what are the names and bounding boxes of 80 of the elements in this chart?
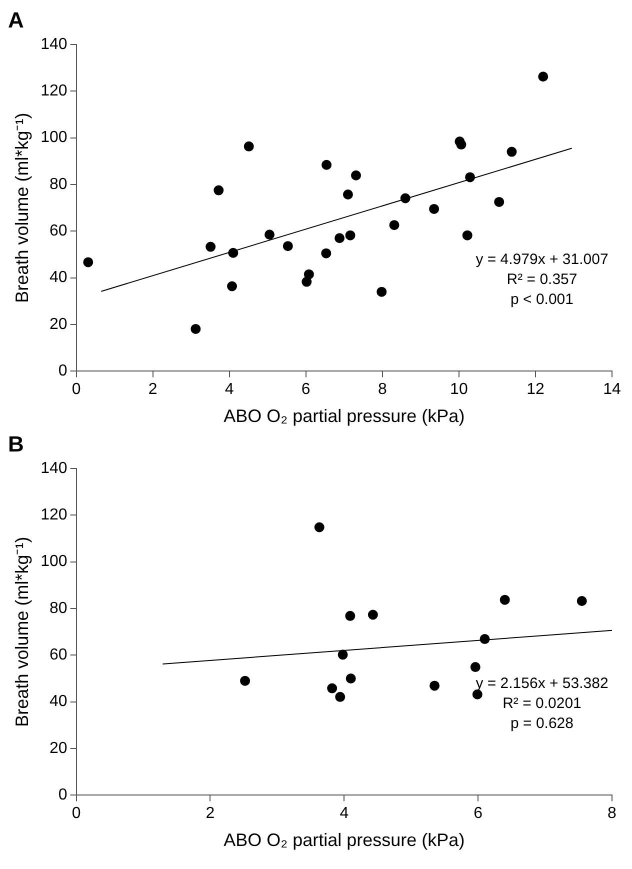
x-tick-label: 6 (301, 381, 310, 398)
y-tick-label: 0 (58, 786, 68, 804)
annotation: y = 4.979x + 31.007 (476, 251, 608, 268)
point (335, 692, 346, 702)
x-tick-label: 4 (340, 805, 349, 822)
y-tick-label: 80 (50, 600, 68, 617)
x-axis-title: ABO O₂ partial pressure (kPa) (224, 830, 465, 850)
x-tick-label: 14 (603, 381, 621, 398)
point (282, 241, 293, 252)
y-tick-label: 20 (50, 740, 68, 757)
x-tick-label: 10 (450, 381, 468, 398)
y-tick-label: 140 (40, 36, 68, 53)
point (327, 683, 338, 694)
y-tick-label: 140 (40, 460, 68, 477)
point (206, 242, 216, 252)
point (465, 172, 476, 182)
x-tick-label: 4 (224, 381, 234, 398)
y-tick-label: 120 (40, 506, 68, 524)
x-tick-label: 12 (526, 381, 544, 398)
point (462, 230, 472, 240)
y-tick-label: 60 (50, 222, 68, 240)
point (338, 650, 348, 660)
y-tick-label: 80 (50, 176, 68, 193)
y-axis-title: Breath volume (ml*kg⁻¹) (12, 536, 32, 727)
point (227, 281, 238, 292)
point (214, 185, 224, 196)
x-tick-label: 0 (72, 805, 81, 822)
x-tick-label: 8 (378, 381, 387, 398)
annotation: p = 0.628 (510, 715, 574, 732)
point (334, 233, 345, 244)
point (429, 204, 440, 214)
x-tick-label: 6 (474, 805, 483, 822)
x-axis-title: ABO O₂ partial pressure (kPa) (224, 406, 465, 426)
point (345, 610, 356, 621)
y-tick-label: 40 (50, 693, 68, 710)
point (351, 170, 362, 180)
x-tick-label: 2 (206, 805, 215, 822)
point (472, 689, 482, 700)
point (456, 140, 466, 150)
point (83, 257, 94, 268)
x-tick-label: 2 (148, 381, 158, 398)
y-tick-label: 40 (50, 269, 68, 286)
y-tick-label: 100 (40, 129, 68, 146)
point (576, 596, 587, 606)
point (264, 230, 275, 240)
point (538, 72, 548, 82)
chart-title: B (8, 431, 24, 456)
point (322, 160, 332, 170)
x-tick-label: 0 (72, 381, 81, 398)
point (321, 248, 332, 258)
point (314, 522, 324, 532)
point (368, 610, 378, 620)
point (244, 141, 254, 152)
point (389, 220, 400, 230)
point (346, 673, 356, 684)
point (500, 594, 510, 605)
y-tick-label: 100 (40, 553, 68, 570)
x-tick-label: 8 (608, 805, 617, 822)
point (400, 193, 410, 204)
y-tick-label: 60 (50, 646, 68, 664)
point (494, 196, 504, 207)
point (480, 634, 490, 644)
point (470, 662, 480, 672)
point (506, 146, 517, 157)
y-axis-title: Breath volume (ml*kg⁻¹) (12, 112, 32, 303)
annotation: R² = 0.357 (506, 271, 578, 288)
point (190, 324, 201, 334)
point (304, 269, 314, 280)
point (240, 676, 250, 686)
point (342, 189, 353, 200)
point (376, 286, 387, 297)
point (345, 230, 356, 240)
y-tick-label: 20 (50, 316, 68, 333)
point (430, 680, 440, 691)
y-tick-label: 120 (40, 82, 68, 100)
annotation: R² = 0.0201 (502, 695, 582, 712)
annotation: p < 0.001 (510, 291, 574, 308)
point (228, 248, 238, 258)
chart-title: A (8, 7, 24, 32)
y-tick-label: 0 (58, 362, 68, 380)
